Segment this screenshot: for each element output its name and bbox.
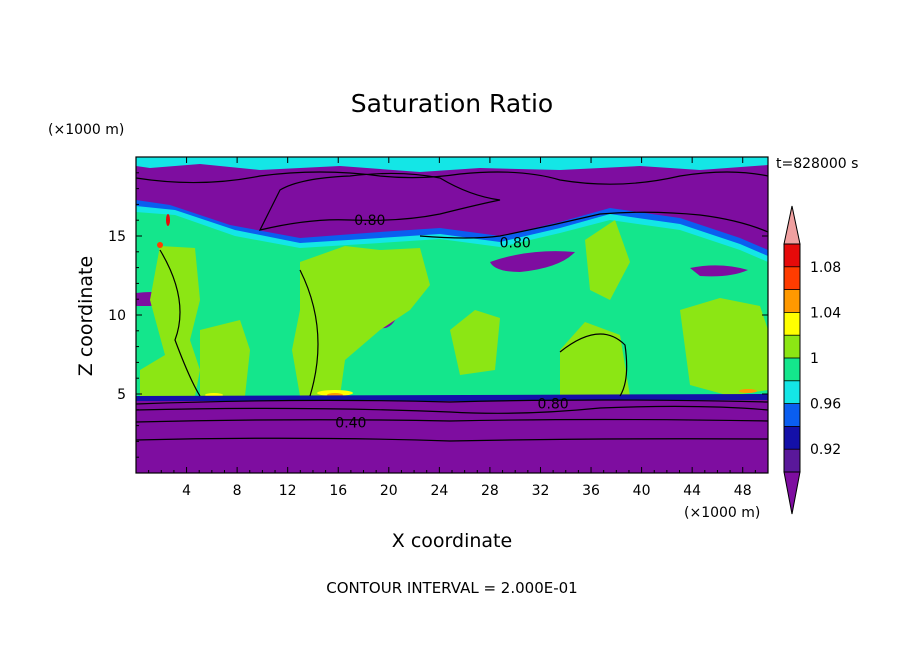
colorbar-swatch	[784, 426, 800, 450]
x-axis: 4 8 12 16 20 24 28 32 36 40 44 48	[148, 157, 756, 499]
field-region-purple-intrusion-1	[490, 251, 575, 272]
colorbar-swatch	[784, 244, 800, 267]
field-region-purple-intrusion-4	[690, 265, 748, 277]
contour-label: 0.80	[354, 213, 385, 229]
colorbar-label: 1.04	[810, 305, 841, 321]
time-label: t=828000 s	[776, 156, 858, 172]
field-region-lime-7	[450, 310, 500, 375]
y-axis-label: Z coordinate	[75, 256, 97, 376]
x-tick-label: 36	[582, 483, 600, 499]
x-tick-label: 16	[329, 483, 347, 499]
colorbar-swatch	[784, 289, 800, 313]
x-tick-label: 24	[430, 483, 448, 499]
colorbar-swatch	[784, 266, 800, 290]
colorbar-swatch	[784, 380, 800, 404]
y-axis: 5 10 15	[108, 172, 768, 458]
field-region-cyan-top	[136, 157, 768, 172]
contour-label-layer: 0.80 0.80 0.80 0.40	[335, 213, 568, 431]
colorbar-over-triangle	[783, 205, 801, 245]
field-region-lime-2	[292, 246, 430, 396]
y-tick-label: 15	[108, 229, 126, 245]
colorbar-label: 1	[810, 351, 819, 367]
contour-label: 0.80	[538, 396, 569, 412]
plot-area: 0.80 0.80 0.80 0.40	[135, 156, 769, 474]
x-tick-label: 28	[481, 483, 499, 499]
x-tick-label: 44	[683, 483, 701, 499]
y-unit-label: (×1000 m)	[48, 122, 124, 138]
field-region-orange-2	[739, 389, 757, 393]
colorbar-label: 0.92	[810, 442, 841, 458]
colorbar-swatch	[784, 335, 800, 358]
colorbar-swatch	[784, 358, 800, 381]
contour-label: 0.80	[500, 235, 531, 251]
colorbar-swatch	[784, 312, 800, 336]
colorbar-under-triangle	[783, 471, 801, 515]
x-tick-label: 32	[532, 483, 550, 499]
field-region-lime-6	[680, 298, 768, 396]
contour-label: 0.40	[335, 415, 366, 431]
x-tick-label: 48	[734, 483, 752, 499]
x-tick-label: 4	[182, 483, 191, 499]
field-region-lime-5	[585, 220, 630, 300]
colorbar-swatch	[784, 403, 800, 427]
colorbar: 1.08 1.04 1 0.96 0.92	[783, 205, 841, 515]
x-axis-label: X coordinate	[392, 530, 512, 552]
field-region-red-1	[166, 214, 170, 226]
field-region-lime-1	[140, 246, 200, 396]
y-tick-label: 10	[108, 308, 126, 324]
x-tick-label: 12	[279, 483, 297, 499]
field-region-lime-3	[200, 320, 250, 396]
x-tick-label: 8	[233, 483, 242, 499]
field-region-lower-purple	[136, 401, 768, 473]
x-unit-label: (×1000 m)	[684, 505, 760, 521]
x-tick-label: 20	[380, 483, 398, 499]
field-region-red-2	[157, 242, 163, 248]
y-tick-label: 5	[117, 387, 126, 403]
contour-interval-footer: CONTOUR INTERVAL = 2.000E-01	[326, 579, 577, 597]
colorbar-label: 1.08	[810, 260, 841, 276]
colorbar-swatch	[784, 449, 800, 472]
colorbar-label: 0.96	[810, 397, 841, 413]
chart-title: Saturation Ratio	[351, 89, 553, 118]
contour-lines	[136, 171, 768, 442]
x-tick-label: 40	[633, 483, 651, 499]
